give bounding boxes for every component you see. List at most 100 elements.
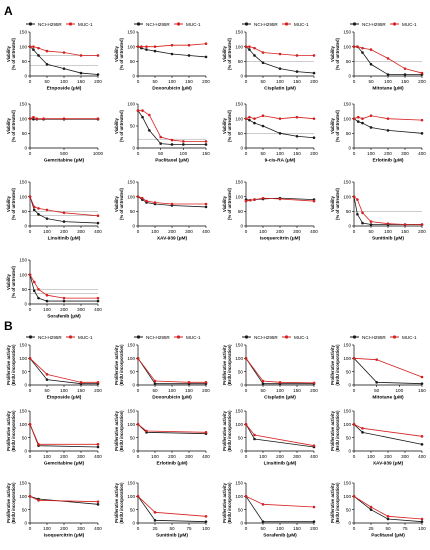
x-tick-label: 50	[152, 79, 158, 84]
x-tick-label: 0	[245, 526, 248, 531]
legend-label-muc-1: MUC-1	[294, 335, 309, 340]
chart-a-9-cis-ra-m: Viability (% of untreated) 0 50 100 150 0 50 100…	[222, 102, 318, 164]
data-point-muc-1	[182, 140, 185, 143]
series-line-nci-h295r	[29, 196, 99, 224]
data-point-nci-h295r	[153, 382, 157, 385]
x-tick-label: 0	[29, 79, 32, 84]
data-point-muc-1	[96, 117, 100, 120]
y-tick-label: 150	[19, 481, 27, 486]
data-point-muc-1	[386, 222, 390, 225]
data-point-nci-h295r	[37, 212, 40, 216]
y-tick-label: 50	[22, 507, 28, 512]
y-axis-label: (BrdU incorporation)	[119, 344, 124, 386]
y-axis-label: (BrdU incorporation)	[335, 344, 340, 386]
y-axis-label: Viability	[222, 195, 227, 212]
x-tick-label: 200	[418, 79, 426, 84]
x-tick-label: 400	[202, 229, 210, 234]
x-tick-label: 0	[29, 307, 32, 312]
x-tick-label: 150	[293, 526, 301, 531]
y-axis-label: (BrdU incorporation)	[227, 482, 232, 524]
y-tick-label: 0	[24, 146, 27, 151]
y-axis-label: (BrdU incorporation)	[119, 410, 124, 452]
x-tick-label: 0	[245, 388, 248, 393]
y-tick-label: 150	[19, 30, 27, 35]
data-point-muc-1	[136, 423, 140, 426]
chart-b-cisplatin-m: NCI-H295R MUC-1 Proliferative activity (Brd…	[222, 335, 318, 401]
legend-marker-muc-1	[176, 335, 181, 339]
data-point-muc-1	[140, 196, 144, 200]
x-tick-label: 200	[310, 79, 318, 84]
x-tick-label: 100	[395, 388, 403, 393]
data-point-muc-1	[62, 296, 66, 300]
data-point-muc-1	[35, 117, 39, 120]
data-point-nci-h295r	[62, 67, 66, 70]
x-tick-label: 0	[29, 454, 32, 459]
data-point-muc-1	[244, 199, 248, 203]
x-tick-label: 400	[94, 454, 102, 459]
y-tick-label: 0	[132, 521, 135, 526]
legend-marker-muc-1	[392, 335, 397, 339]
data-point-nci-h295r	[361, 431, 364, 434]
y-tick-label: 150	[19, 258, 27, 263]
y-axis-label: Proliferative activity	[114, 344, 119, 384]
x-tick-label: 150	[185, 79, 193, 84]
y-tick-label: 100	[19, 356, 27, 361]
panel-letter-b: B	[4, 319, 13, 333]
data-point-muc-1	[261, 503, 265, 506]
legend-label-nci-h295r: NCI-H295R	[254, 335, 278, 340]
data-point-nci-h295r	[420, 132, 424, 135]
y-axis-label: Viability	[6, 273, 11, 290]
x-axis-label: Cisplatin (μM)	[264, 86, 296, 92]
y-tick-label: 100	[127, 102, 135, 107]
x-tick-label: 0	[29, 151, 32, 156]
x-tick-label: 500	[60, 151, 68, 156]
data-point-muc-1	[295, 115, 299, 119]
data-point-muc-1	[28, 423, 32, 426]
data-point-muc-1	[153, 511, 157, 514]
x-axis-label: Etoposide (μM)	[47, 86, 82, 92]
data-point-muc-1	[96, 214, 100, 218]
x-axis-label: Doxorubicin (μM)	[152, 86, 192, 92]
series-line-muc-1	[30, 46, 98, 56]
series-line-nci-h295r	[245, 118, 315, 139]
x-tick-label: 100	[179, 151, 187, 156]
y-axis-label: (% of untreated)	[335, 109, 340, 141]
legend-label-muc-1: MUC-1	[402, 335, 417, 340]
series-line-muc-1	[353, 357, 423, 378]
chart-b-sorafenib-m: Proliferative activity (BrdU incorporatio…	[222, 481, 318, 539]
data-point-nci-h295r	[361, 221, 364, 225]
y-tick-label: 150	[127, 481, 135, 486]
y-tick-label: 150	[343, 30, 351, 35]
data-point-muc-1	[96, 443, 100, 446]
y-tick-label: 150	[235, 409, 243, 414]
data-point-nci-h295r	[187, 54, 191, 57]
y-tick-label: 100	[343, 422, 351, 427]
data-point-muc-1	[141, 109, 144, 112]
chart-a-paclitaxel-m: Viability (% of untreated) 0 50 100 0 50 100 150…	[114, 102, 210, 164]
x-tick-label: 0	[245, 229, 248, 234]
data-point-muc-1	[253, 433, 256, 437]
data-point-nci-h295r	[295, 134, 299, 138]
data-point-nci-h295r	[369, 508, 373, 511]
y-tick-label: 100	[19, 194, 27, 199]
data-point-muc-1	[45, 293, 49, 297]
series-line-muc-1	[353, 196, 422, 225]
x-tick-label: 50	[152, 388, 158, 393]
data-point-nci-h295r	[32, 289, 36, 293]
series-line-muc-1	[137, 358, 206, 383]
data-point-muc-1	[403, 223, 407, 226]
data-point-muc-1	[204, 515, 208, 518]
x-tick-label: 150	[77, 388, 85, 393]
x-tick-label: 50	[368, 229, 374, 234]
y-axis-label: Proliferative activity	[330, 410, 335, 450]
data-point-muc-1	[96, 500, 100, 503]
legend-marker-nci-h295r	[136, 335, 141, 339]
y-axis-label: (% of untreated)	[335, 37, 340, 69]
data-point-muc-1	[45, 208, 49, 212]
x-tick-label: 0	[353, 388, 356, 393]
y-tick-label: 0	[132, 383, 135, 388]
data-point-nci-h295r	[312, 520, 316, 523]
legend-label-muc-1: MUC-1	[78, 335, 93, 340]
series-line-muc-1	[29, 358, 98, 383]
x-tick-label: 100	[259, 229, 267, 234]
